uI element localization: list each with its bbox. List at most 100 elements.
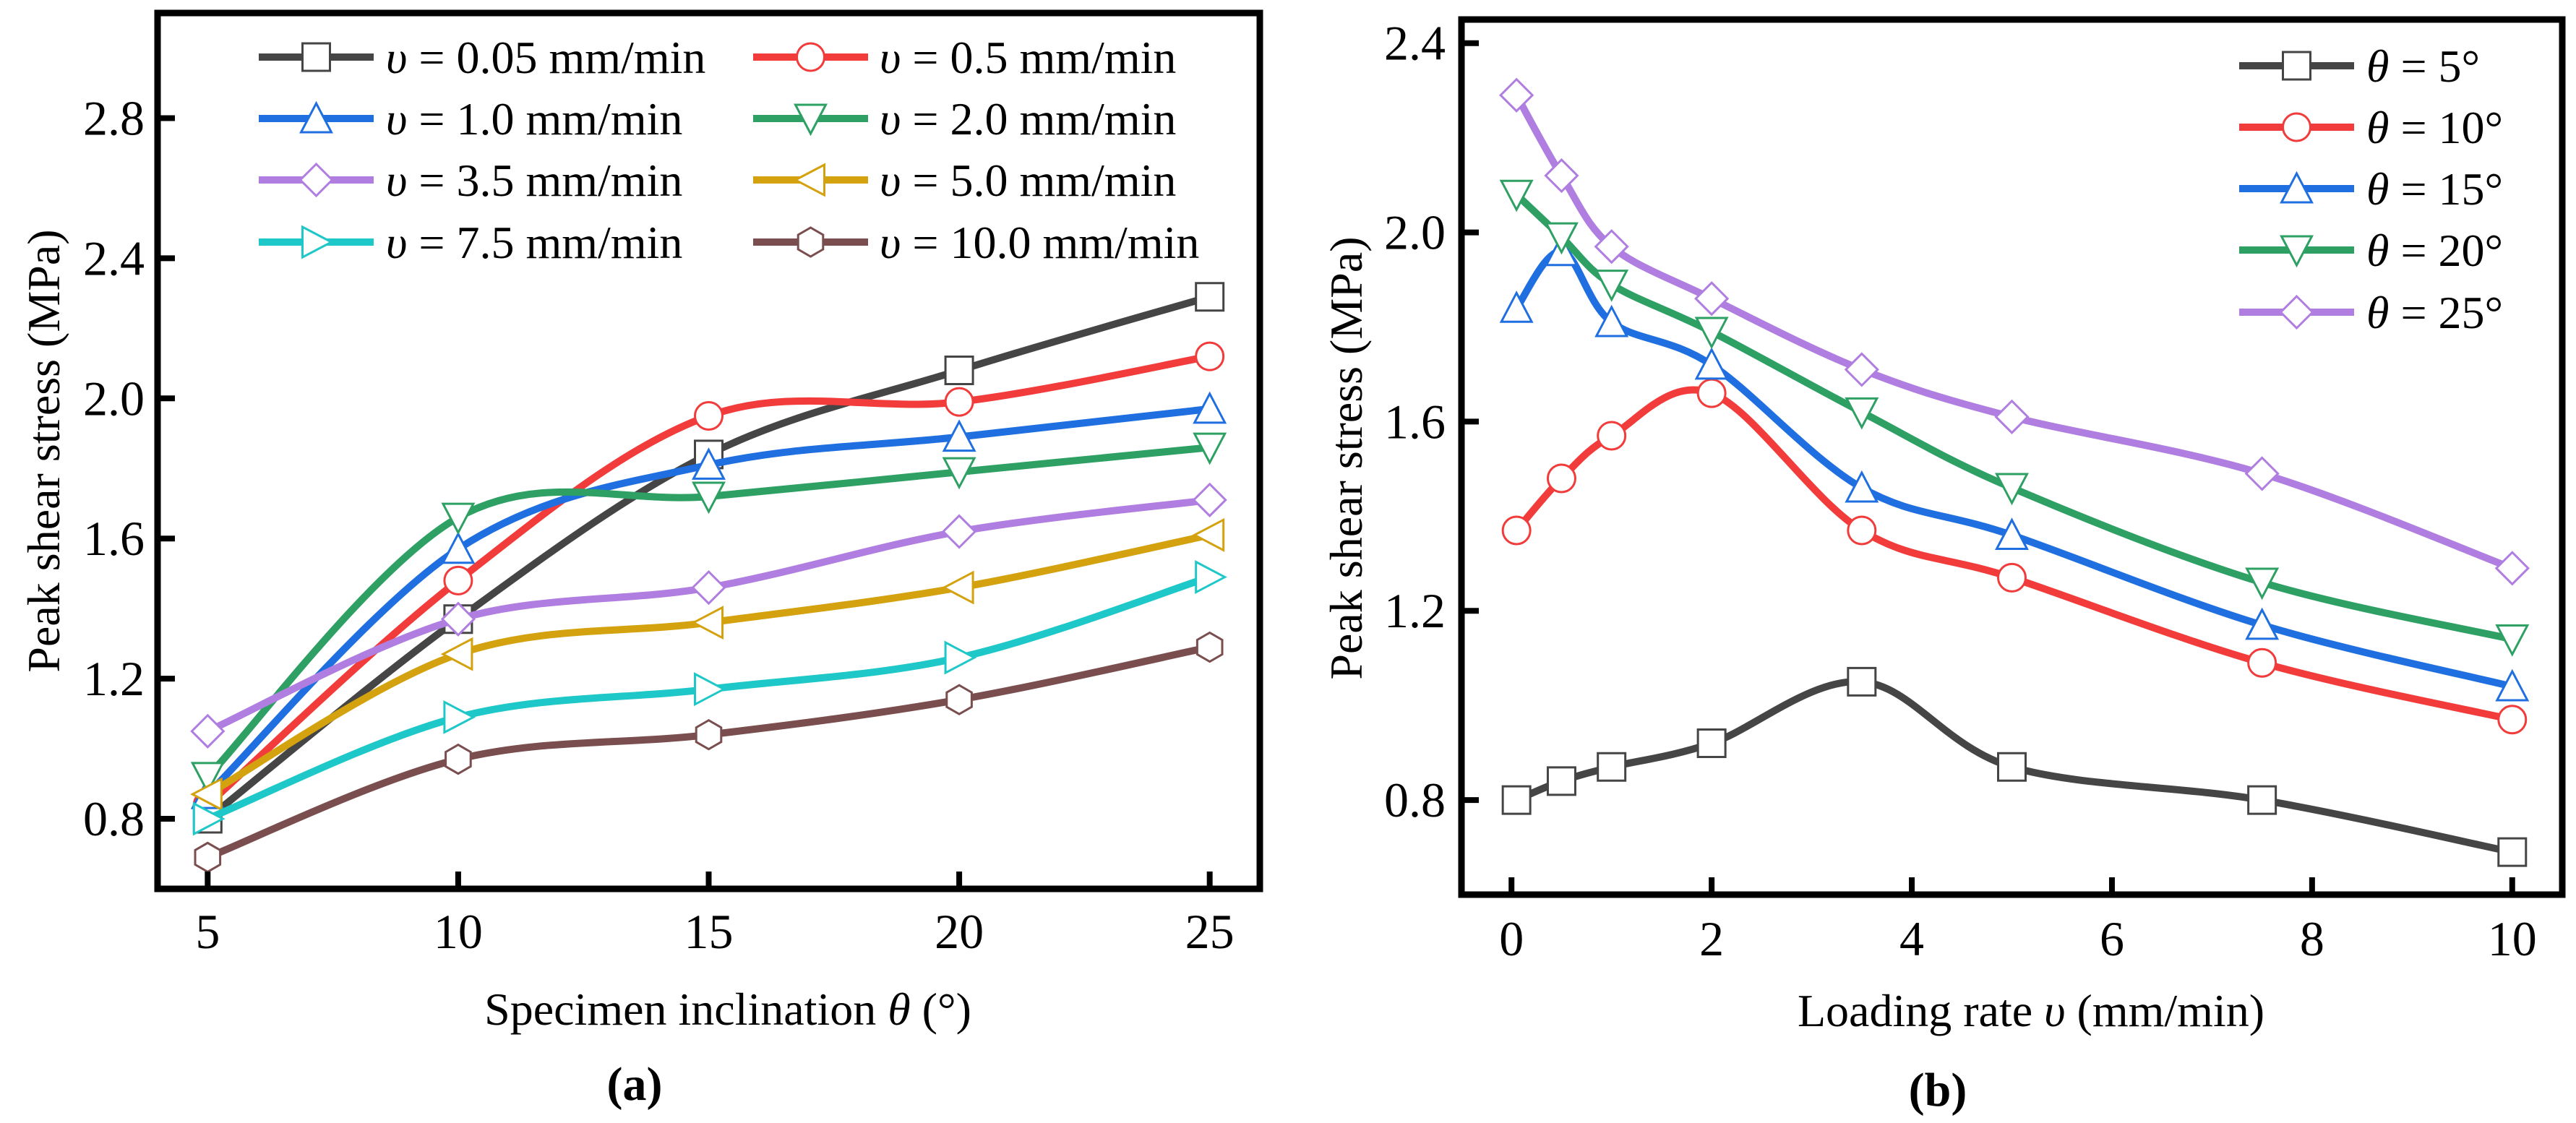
legend: θ = 5°θ = 10°θ = 15°θ = 20°θ = 25°: [2239, 40, 2503, 338]
data-point: [2495, 668, 2530, 702]
data-point: [942, 419, 976, 452]
legend-marker: [2280, 235, 2314, 268]
legend-symbol: υ: [880, 217, 901, 268]
legend-text: = 10°: [2389, 102, 2503, 153]
data-point: [1501, 785, 1532, 815]
data-point: [1847, 666, 1877, 697]
data-point: [1499, 291, 1534, 323]
series-line: [205, 405, 1211, 797]
legend-text: = 0.5 mm/min: [901, 32, 1176, 83]
legend-label: υ = 7.5 mm/min: [386, 217, 682, 268]
data-point: [1499, 179, 1534, 212]
data-point: [1696, 728, 1727, 759]
legend-text: = 10.0 mm/min: [901, 217, 1199, 268]
series-line: [205, 353, 1211, 808]
legend-symbol: υ: [386, 32, 407, 83]
legend-item: υ = 0.05 mm/min: [259, 32, 705, 83]
data-point: [1847, 515, 1877, 546]
data-point: [2245, 567, 2280, 601]
y-tick-label: 2.8: [83, 90, 145, 145]
legend-marker: [2280, 171, 2314, 204]
legend-symbol: θ: [2366, 40, 2389, 92]
legend-item: υ = 1.0 mm/min: [259, 93, 682, 145]
y-tick-label: 2.0: [1384, 205, 1446, 260]
legend-label: υ = 0.5 mm/min: [880, 32, 1176, 83]
y-axis-title: Peak shear stress (MPa): [18, 229, 69, 672]
series-4: [190, 482, 1227, 749]
x-tick-label: 0: [1499, 911, 1524, 966]
legend-symbol: υ: [386, 155, 407, 206]
x-tick-label: 25: [1185, 904, 1235, 959]
legend-marker: [2282, 51, 2311, 81]
x-axis-title-suffix: (°): [911, 984, 971, 1035]
data-point: [2247, 785, 2277, 815]
x-tick-label: 15: [684, 904, 734, 959]
legend-text: = 15°: [2389, 163, 2503, 215]
data-point: [1594, 270, 1629, 302]
data-point: [1193, 432, 1227, 465]
legend-item: υ = 7.5 mm/min: [259, 217, 682, 268]
data-point: [1997, 562, 2027, 593]
x-axis-title: Loading rate υ (mm/min): [1798, 985, 2264, 1036]
legend-text: = 7.5 mm/min: [407, 217, 682, 268]
y-tick-label: 1.6: [83, 511, 145, 566]
legend-item: θ = 15°: [2239, 163, 2503, 215]
panel-label: (b): [1909, 1064, 1967, 1116]
data-point: [1195, 282, 1225, 312]
legend-item: υ = 2.0 mm/min: [753, 93, 1176, 145]
x-tick-label: 10: [434, 904, 483, 959]
legend-label: θ = 10°: [2366, 102, 2503, 153]
chart-panel-a: 5 10 15 20 25 0.8 1.2 1.6 2.0 2.4 2.8 Specimen incl…: [18, 9, 1263, 1111]
series-1: [1501, 378, 2528, 735]
legend-symbol: υ: [386, 93, 407, 145]
legend-label: υ = 5.0 mm/min: [880, 155, 1176, 206]
data-point: [1501, 515, 1532, 546]
x-axis-title-symbol: υ: [2044, 985, 2065, 1036]
legend-text: = 0.05 mm/min: [407, 32, 705, 83]
legend-text: = 5°: [2389, 40, 2480, 92]
legend-label: θ = 20°: [2366, 225, 2503, 276]
data-point: [1195, 341, 1225, 371]
data-point: [2497, 705, 2528, 735]
legend-item: υ = 3.5 mm/min: [259, 155, 682, 206]
data-point: [2497, 837, 2528, 867]
data-point: [440, 637, 473, 671]
data-point: [1192, 482, 1227, 517]
chart-panel-b: 0 2 4 6 8 10 0.8 1.2 1.6 2.0 2.4 Loading rate υ (mm…: [1321, 16, 2566, 1116]
legend-marker: [2282, 112, 2311, 142]
data-point: [694, 672, 726, 707]
legend-marker: [2279, 294, 2314, 330]
legend-symbol: υ: [880, 32, 901, 83]
data-point: [1594, 304, 1629, 337]
legend-text: = 20°: [2389, 225, 2503, 276]
data-point: [1994, 399, 2030, 434]
series-3: [1499, 179, 2530, 657]
data-point: [944, 355, 974, 385]
legend-symbol: θ: [2366, 102, 2389, 153]
data-point: [190, 762, 225, 795]
legend-label: θ = 5°: [2366, 40, 2480, 92]
y-tick-label: 1.2: [1384, 583, 1446, 638]
data-point: [2245, 607, 2280, 640]
data-point: [691, 606, 724, 640]
legend-item: υ = 0.5 mm/min: [753, 32, 1176, 83]
data-point: [1195, 560, 1227, 595]
data-point: [1544, 222, 1579, 255]
legend-label: υ = 1.0 mm/min: [386, 93, 682, 145]
legend-symbol: υ: [880, 155, 901, 206]
x-axis-title-symbol: θ: [888, 984, 910, 1035]
y-tick-label: 0.8: [1384, 773, 1446, 827]
data-point: [190, 713, 226, 749]
data-point: [1845, 397, 1879, 430]
legend-symbol: θ: [2366, 287, 2389, 338]
legend-marker: [796, 42, 825, 72]
series-4: [1499, 77, 2530, 586]
y-tick-label: 0.8: [83, 791, 145, 846]
data-point: [1546, 766, 1576, 796]
data-point: [944, 640, 977, 675]
data-point: [945, 684, 973, 715]
data-point: [1995, 517, 2029, 551]
legend-item: θ = 5°: [2239, 40, 2480, 92]
legend-label: υ = 2.0 mm/min: [880, 93, 1176, 145]
